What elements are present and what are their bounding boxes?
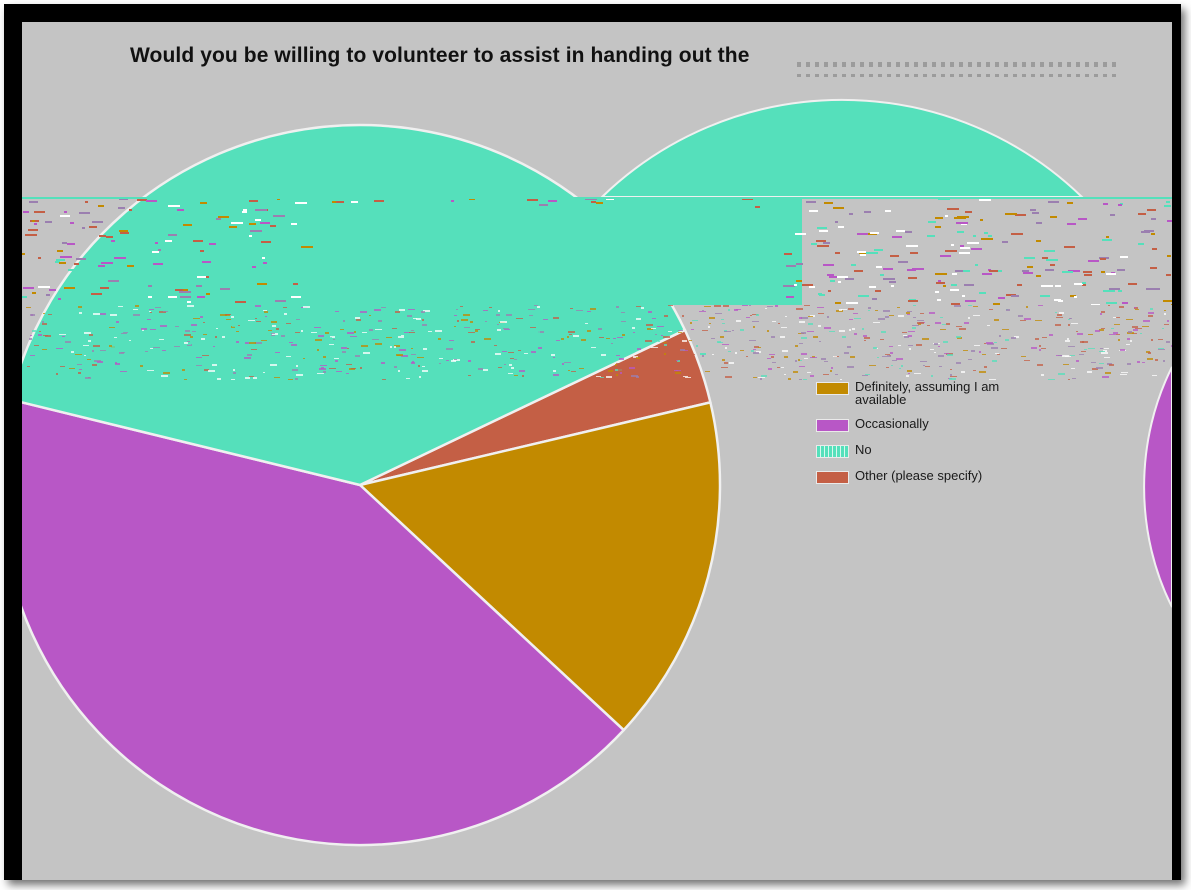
legend-swatch (816, 445, 849, 458)
ghost-pie-sliver (1143, 366, 1172, 608)
legend-swatch (816, 419, 849, 432)
legend-item-definitely: Definitely, assuming I am available (816, 380, 1035, 406)
legend-label: Occasionally (855, 416, 929, 431)
title-tail-garbled (797, 62, 1117, 102)
legend-swatch (816, 471, 849, 484)
pie-slice-occasionally (22, 401, 625, 847)
pie-slice-definitely (358, 401, 722, 732)
legend-item-other: Other (please specify) (816, 469, 1035, 484)
legend-label: No (855, 442, 872, 457)
ghost-pie-arc (599, 98, 1085, 198)
chart-area: Would you be willing to volunteer to ass… (22, 22, 1172, 880)
legend-item-occasionally: Occasionally (816, 417, 1035, 432)
legend-item-no: No (816, 443, 1035, 458)
chart-frame: Would you be willing to volunteer to ass… (4, 4, 1181, 880)
chart-title: Would you be willing to volunteer to ass… (130, 44, 750, 67)
legend-label: Definitely, assuming I am available (855, 379, 1000, 407)
legend-label: Other (please specify) (855, 468, 983, 483)
chart-legend: Definitely, assuming I am available Occa… (816, 380, 1035, 495)
legend-swatch (816, 382, 849, 395)
